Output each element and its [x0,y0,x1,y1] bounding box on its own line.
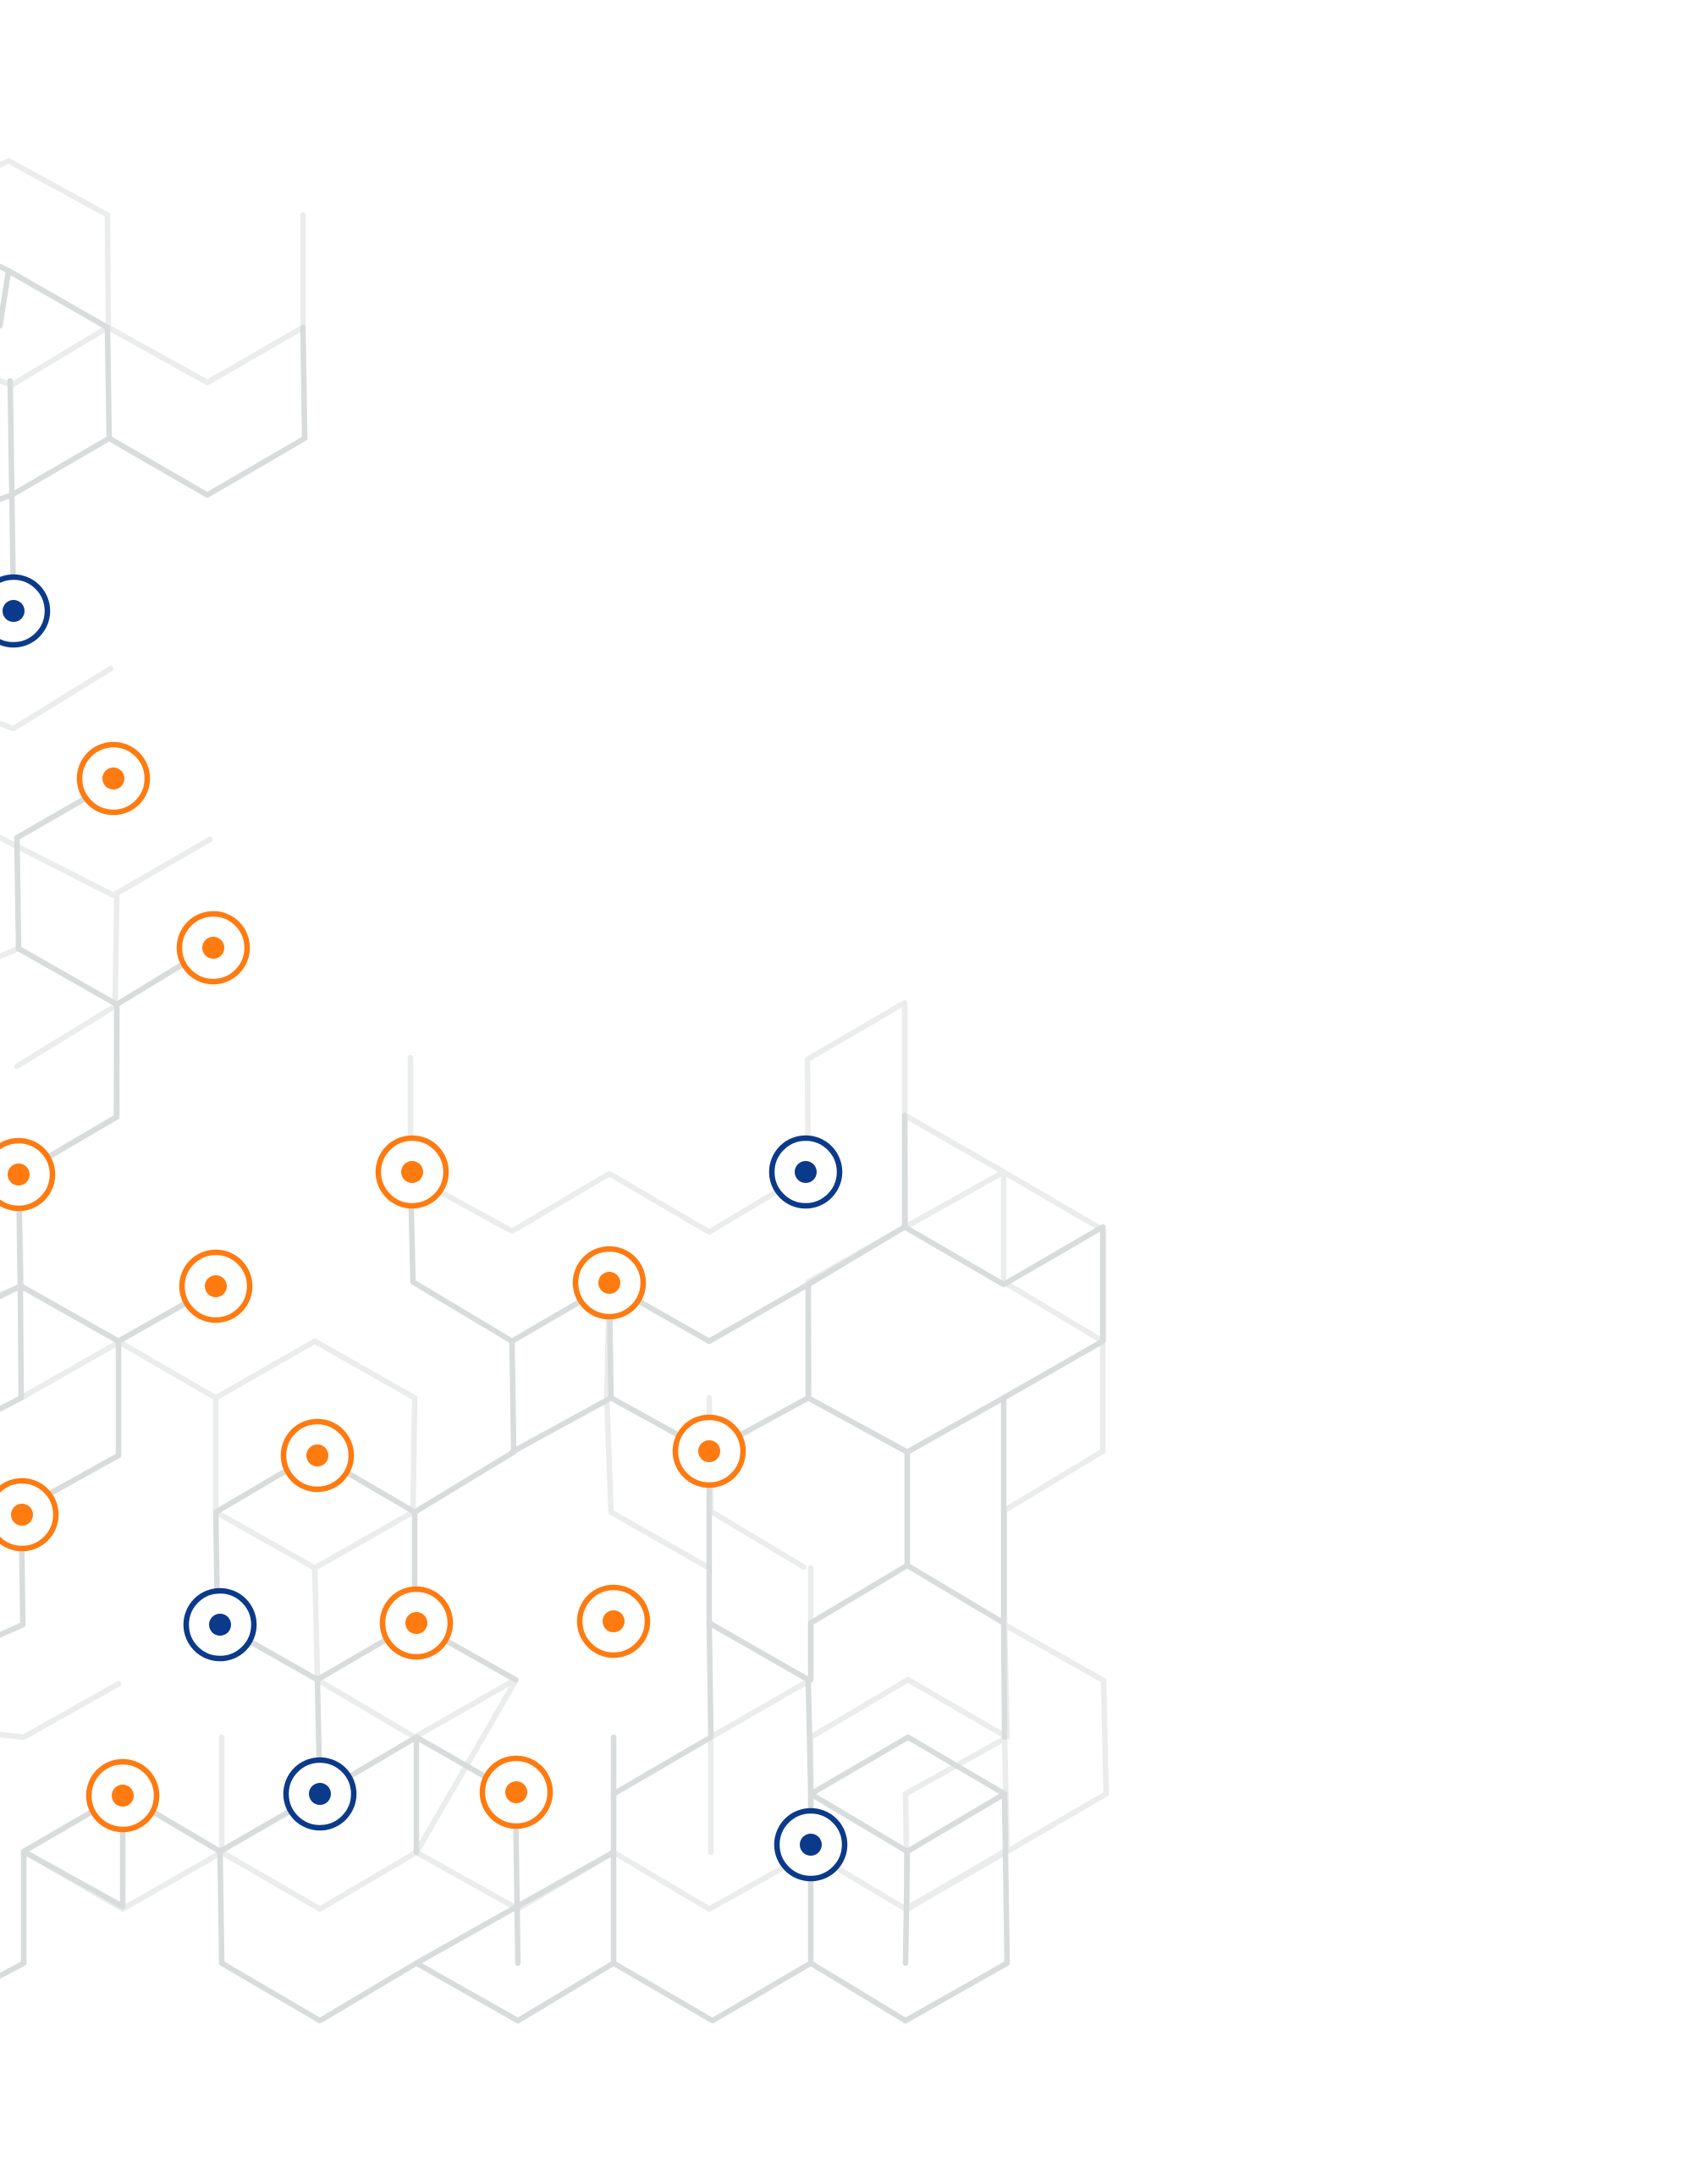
hex-line-light [708,1565,814,1856]
node-dot [202,937,224,959]
hex-line-dark [805,1281,1007,1455]
hex-line-light [0,324,111,388]
node-dot [209,1614,231,1636]
orange-target-node-icon [176,910,251,985]
orange-target-node-icon [479,1755,553,1829]
hex-line-dark [212,1338,517,1683]
node-dot [8,1164,30,1186]
hex-line-dark [217,1848,1010,2024]
blue-target-node-icon [183,1587,257,1662]
hex-line-dark [706,1509,1010,1967]
network-nodes [0,574,848,1882]
blue-target-node-icon [768,1135,843,1209]
hex-line-light [901,1112,1007,1230]
orange-target-node-icon [0,1137,56,1212]
orange-target-node-icon [375,1135,449,1209]
hex-line-dark [0,267,308,498]
hex-line-dark [807,1449,911,1683]
hex-line-light [407,999,1007,1285]
hex-line-light [805,1224,908,1398]
orange-target-node-icon [85,1758,160,1833]
hex-line-light [14,889,120,1070]
hex-line-light [0,1681,122,1741]
hex-line-light [311,1565,519,1741]
hex-line-dark [610,1620,714,1797]
hex-line-light [18,1338,418,1571]
orange-target-node-icon [672,1414,746,1488]
node-dot [3,600,25,622]
orange-target-node-icon [76,741,151,816]
orange-target-node-icon [179,1249,253,1323]
node-dot [603,1610,625,1632]
node-dot [505,1781,527,1803]
node-dot [401,1161,423,1183]
dark-hexagon-grid [0,263,1106,2024]
node-dot [405,1612,427,1634]
hex-line-dark [0,1283,25,1412]
hex-line-light [0,665,114,732]
hex-line-light [413,1848,1008,1912]
node-dot [598,1272,620,1294]
node-dot [309,1783,331,1805]
node-dot [800,1834,822,1856]
node-dot [11,1504,33,1526]
node-dot [205,1275,227,1297]
blue-target-node-icon [0,574,51,648]
hex-line-dark [1000,1620,1008,1741]
node-dot [698,1440,720,1462]
orange-target-node-icon [379,1586,454,1660]
orange-target-node-icon [576,1584,651,1659]
hex-line-light [1004,1677,1110,1855]
hex-line-light [0,834,213,899]
hex-line-dark [904,1509,1007,1626]
orange-target-node-icon [280,1418,355,1493]
hex-line-light [1000,1279,1107,1684]
hex-line-dark [14,834,213,1008]
hex-line-dark [407,1170,1106,1516]
hex-line-dark [317,1734,521,1967]
blue-target-node-icon [283,1757,357,1831]
hex-line-dark [0,263,12,274]
node-dot [306,1444,328,1466]
node-dot [102,767,124,789]
hex-line-light [0,157,306,386]
orange-target-node-icon [572,1246,647,1320]
hex-line-dark [902,1848,911,1967]
orange-target-node-icon [0,1477,59,1552]
hex-line-light [218,1676,520,1912]
node-dot [795,1161,817,1183]
blue-target-node-icon [774,1807,848,1882]
hex-line-dark [7,377,113,498]
hex-line-light [706,1507,807,1571]
light-hexagon-grid [0,157,1110,1912]
node-dot [112,1785,134,1807]
